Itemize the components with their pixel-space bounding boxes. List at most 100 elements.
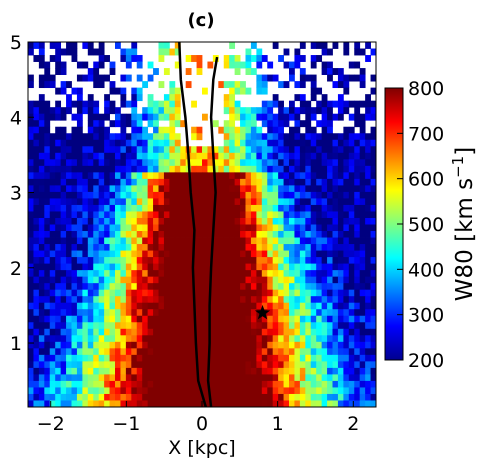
heatmap-cell xyxy=(55,107,62,115)
heatmap-cell xyxy=(169,237,176,245)
heatmap-cell xyxy=(153,361,159,369)
heatmap-cell xyxy=(131,48,138,56)
heatmap-cell xyxy=(131,328,138,336)
heatmap-cell xyxy=(98,165,105,173)
heatmap-cell xyxy=(163,231,170,238)
heatmap-cell xyxy=(87,224,94,232)
heatmap-cell xyxy=(104,289,110,297)
heatmap-cell xyxy=(109,257,116,265)
heatmap-cell xyxy=(348,380,355,388)
heatmap-cell xyxy=(33,159,40,167)
heatmap-cell xyxy=(109,296,116,304)
heatmap-cell xyxy=(234,315,241,323)
heatmap-cell xyxy=(310,204,317,212)
heatmap-cell xyxy=(98,133,105,141)
heatmap-cell xyxy=(359,250,366,258)
heatmap-cell xyxy=(261,178,268,186)
heatmap-cell xyxy=(44,380,51,388)
heatmap-cell xyxy=(153,204,159,212)
heatmap-cell xyxy=(299,400,306,408)
heatmap-cell xyxy=(71,211,78,219)
heatmap-cell xyxy=(44,237,51,245)
heatmap-cell xyxy=(359,159,366,167)
heatmap-cell xyxy=(93,68,100,75)
heatmap-cell xyxy=(115,165,121,173)
heatmap-cell xyxy=(305,172,312,180)
heatmap-cell xyxy=(180,322,187,330)
heatmap-cell xyxy=(33,361,40,369)
heatmap-cell xyxy=(234,146,241,154)
heatmap-cell xyxy=(120,217,127,225)
heatmap-cell xyxy=(131,107,138,115)
heatmap-cell xyxy=(142,224,149,232)
heatmap-cell xyxy=(316,211,323,219)
heatmap-cell xyxy=(354,198,361,206)
heatmap-cell xyxy=(136,328,143,336)
heatmap-cell xyxy=(147,191,154,199)
heatmap-cell xyxy=(234,361,241,369)
heatmap-cell xyxy=(120,244,127,251)
heatmap-cell xyxy=(109,165,116,173)
heatmap-cell xyxy=(93,335,100,343)
heatmap-cell xyxy=(294,120,301,128)
heatmap-cell xyxy=(136,374,143,382)
heatmap-cell xyxy=(272,113,279,121)
heatmap-cell xyxy=(153,237,159,245)
colorbar-tick-label: 800 xyxy=(408,78,444,100)
heatmap-cell xyxy=(44,387,51,395)
heatmap-cell xyxy=(109,185,116,193)
heatmap-cell xyxy=(180,165,187,173)
heatmap-cell xyxy=(38,348,45,356)
heatmap-cell xyxy=(169,244,176,251)
heatmap-cell xyxy=(115,367,121,375)
heatmap-cell xyxy=(365,263,371,271)
heatmap-cell xyxy=(98,231,105,238)
heatmap-cell xyxy=(169,126,176,134)
heatmap-cell xyxy=(87,133,94,141)
heatmap-cell xyxy=(38,289,45,297)
heatmap-cell xyxy=(55,204,62,212)
heatmap-cell xyxy=(76,263,83,271)
heatmap-cell xyxy=(125,191,132,199)
heatmap-cell xyxy=(66,315,72,323)
heatmap-cell xyxy=(310,348,317,356)
heatmap-cell xyxy=(158,387,165,395)
heatmap-cell xyxy=(125,335,132,343)
heatmap-cell xyxy=(294,146,301,154)
heatmap-cell xyxy=(337,387,344,395)
heatmap-cell xyxy=(299,94,306,102)
heatmap-cell xyxy=(321,42,328,49)
heatmap-cell xyxy=(33,367,40,375)
heatmap-cell xyxy=(131,296,138,304)
heatmap-cell xyxy=(33,133,40,141)
heatmap-cell xyxy=(125,159,132,167)
heatmap-cell xyxy=(289,354,295,362)
heatmap-cell xyxy=(354,309,361,317)
heatmap-cell xyxy=(120,178,127,186)
heatmap-cell xyxy=(256,224,263,232)
heatmap-cell xyxy=(370,178,377,186)
heatmap-cell xyxy=(98,152,105,160)
heatmap-cell xyxy=(218,244,225,251)
heatmap-cell xyxy=(147,244,154,251)
heatmap-cell xyxy=(240,302,246,310)
heatmap-cell xyxy=(180,341,187,349)
heatmap-cell xyxy=(289,400,295,408)
heatmap-cell xyxy=(49,367,56,375)
heatmap-cell xyxy=(163,361,170,369)
heatmap-cell xyxy=(289,367,295,375)
heatmap-cell xyxy=(229,159,236,167)
heatmap-cell xyxy=(310,374,317,382)
heatmap-cell xyxy=(202,165,208,173)
heatmap-cell xyxy=(82,276,89,284)
heatmap-cell xyxy=(365,315,371,323)
heatmap-cell xyxy=(109,348,116,356)
heatmap-cell xyxy=(115,257,121,265)
heatmap-cell xyxy=(125,328,132,336)
heatmap-cell xyxy=(55,263,62,271)
heatmap-cell xyxy=(316,283,323,291)
heatmap-cell xyxy=(261,374,268,382)
heatmap-cell xyxy=(359,328,366,336)
heatmap-cell xyxy=(174,315,181,323)
heatmap-cell xyxy=(55,172,62,180)
